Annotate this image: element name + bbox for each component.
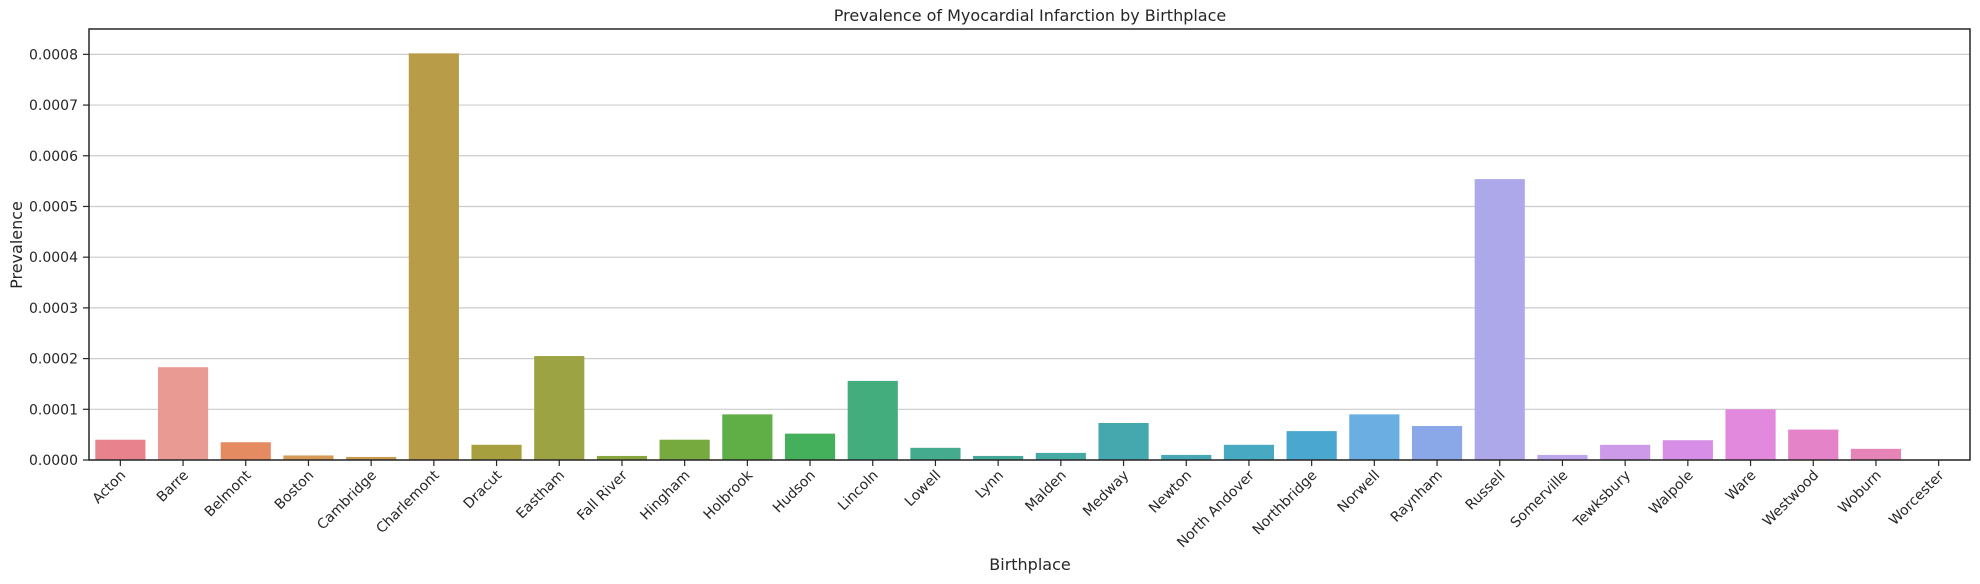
bar	[1349, 414, 1400, 460]
x-tick-label: Barre	[154, 468, 192, 506]
x-tick-label: Lowell	[902, 468, 944, 510]
x-tick-label: Fall River	[574, 467, 631, 524]
x-tick-label: Eastham	[513, 468, 568, 523]
y-axis: 0.0000 0.0001 0.0002 0.0003 0.0004 0.0005 0.00…	[29, 47, 89, 469]
bar	[220, 442, 271, 460]
y-tick-label: 0.0001	[29, 402, 78, 418]
x-tick-label: Cambridge	[314, 468, 380, 534]
bar	[157, 367, 209, 460]
x-axis: Acton Barre Belmont BostonCambridgeCharlemo…	[90, 460, 1948, 551]
y-tick-label: 0.0004	[29, 250, 78, 266]
x-tick-label: Lynn	[973, 468, 1007, 502]
bar	[973, 455, 1024, 460]
x-tick-label: Medway	[1080, 468, 1132, 520]
y-tick-label: 0.0008	[29, 47, 78, 63]
bar	[534, 356, 585, 460]
bar	[1161, 454, 1212, 460]
bar	[95, 439, 146, 460]
x-tick-label: Newton	[1146, 468, 1195, 517]
x-tick-label: Somerville	[1508, 468, 1572, 532]
x-tick-label: Tewksbury	[1570, 468, 1634, 532]
chart-title: Prevalence of Myocardial Infarction by B…	[834, 6, 1227, 25]
x-tick-label: Hudson	[770, 468, 819, 517]
plot-frame	[88, 28, 1971, 461]
bar	[722, 414, 773, 460]
y-tick-label: 0.0007	[29, 98, 78, 114]
x-tick-label: Worcester	[1886, 467, 1947, 528]
y-tick-label: 0.0002	[29, 352, 78, 368]
bar	[784, 433, 836, 460]
bar	[1286, 431, 1337, 460]
bar	[408, 53, 459, 460]
bar	[346, 456, 397, 460]
x-tick-label: Acton	[90, 468, 130, 508]
bar	[1662, 440, 1713, 460]
bar	[596, 455, 648, 460]
bar	[1411, 426, 1463, 460]
x-tick-label: Northbridge	[1250, 468, 1321, 539]
x-tick-label: Woburn	[1835, 468, 1884, 517]
bar	[1725, 409, 1776, 460]
bar	[1474, 179, 1525, 460]
bar	[1850, 448, 1902, 460]
bar	[283, 455, 334, 460]
bar	[471, 444, 522, 460]
y-tick-label: 0.0000	[29, 453, 78, 469]
x-tick-label: Norwell	[1335, 468, 1384, 517]
bar	[1537, 454, 1588, 460]
x-tick-label: Malden	[1022, 468, 1069, 515]
bar	[847, 380, 898, 460]
x-tick-label: Boston	[272, 468, 318, 514]
bar	[1788, 429, 1839, 460]
x-tick-label: Belmont	[202, 467, 255, 520]
x-tick-label: Westwood	[1760, 468, 1822, 530]
grid-lines	[89, 53, 1970, 461]
y-axis-label: Prevalence	[7, 201, 26, 289]
bars	[95, 53, 1964, 460]
x-axis-label: Birthplace	[989, 555, 1070, 574]
bar	[1035, 452, 1086, 460]
x-tick-label: Lincoln	[835, 468, 881, 514]
x-tick-label: Russell	[1463, 468, 1509, 514]
x-tick-label: Charlemont	[373, 467, 443, 537]
bar	[1098, 422, 1149, 460]
x-tick-label: Holbrook	[701, 467, 757, 523]
y-tick-label: 0.0003	[29, 301, 78, 317]
bar	[1600, 444, 1651, 460]
bar	[910, 447, 961, 460]
bar	[659, 439, 710, 460]
x-tick-label: Hingham	[637, 468, 693, 524]
y-tick-label: 0.0006	[29, 149, 78, 165]
x-tick-label: Ware	[1723, 468, 1759, 504]
x-tick-label: Dracut	[461, 467, 506, 512]
x-tick-label: Raynham	[1388, 468, 1446, 526]
x-tick-label: Walpole	[1646, 468, 1696, 518]
y-tick-label: 0.0005	[29, 199, 78, 215]
bar	[1223, 444, 1275, 460]
